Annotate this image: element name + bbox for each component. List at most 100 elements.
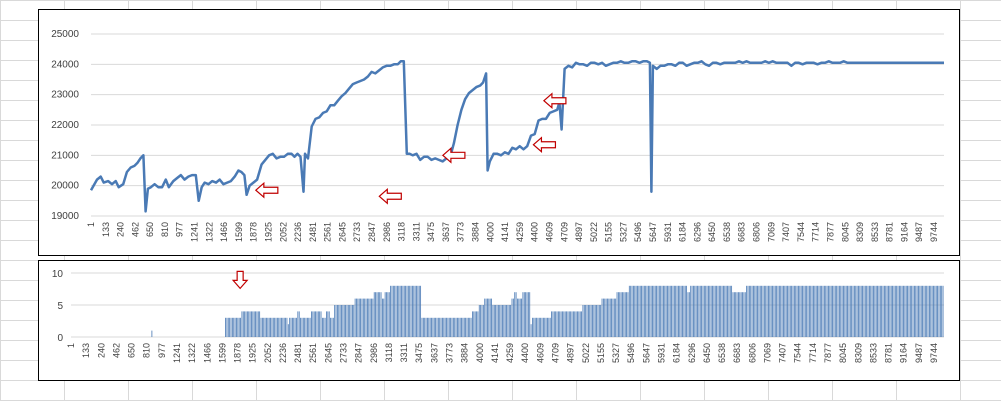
- x-tick-label: 7069: [766, 222, 776, 242]
- bar: [642, 285, 644, 337]
- x-tick-label: 5327: [618, 222, 628, 242]
- bar: [514, 292, 516, 337]
- bar: [592, 305, 593, 337]
- bar: [398, 285, 400, 337]
- y-tick-label: 0: [57, 333, 63, 344]
- x-tick-label: 7877: [825, 222, 835, 242]
- bar: [631, 285, 633, 337]
- bar: [461, 317, 462, 337]
- bar: [708, 285, 709, 337]
- bar: [527, 292, 529, 337]
- bar: [271, 317, 273, 337]
- bar: [401, 285, 402, 337]
- bar: [259, 311, 261, 337]
- x-tick-label: 2645: [323, 343, 333, 363]
- bar: [421, 317, 423, 337]
- bar: [904, 285, 906, 337]
- bar: [308, 317, 310, 337]
- bar: [877, 285, 878, 337]
- bar: [497, 305, 499, 337]
- bar: [926, 285, 928, 337]
- x-tick-label: 2733: [352, 222, 362, 242]
- bar: [413, 285, 415, 337]
- bar: [705, 285, 707, 337]
- bar: [669, 285, 671, 337]
- bar: [724, 285, 726, 337]
- bar: [815, 285, 817, 337]
- bar: [713, 285, 715, 337]
- bar: [736, 292, 738, 337]
- x-tick-label: 3637: [441, 222, 451, 242]
- x-tick-label: 810: [160, 222, 170, 237]
- down-arrow-icon: [231, 270, 249, 290]
- bar: [305, 317, 307, 337]
- bar: [859, 285, 861, 337]
- bar: [611, 298, 612, 337]
- x-tick-label: 7407: [778, 343, 788, 363]
- bar: [470, 317, 472, 337]
- bar: [699, 285, 701, 337]
- bar: [276, 317, 278, 337]
- bar: [297, 311, 299, 337]
- bar: [336, 305, 338, 337]
- x-tick-label: 2847: [354, 343, 364, 363]
- bar: [656, 285, 657, 337]
- bar: [673, 285, 675, 337]
- bar: [710, 285, 712, 337]
- bar: [311, 311, 312, 337]
- bar: [941, 285, 943, 337]
- bar: [537, 317, 539, 337]
- x-tick-label: 1322: [204, 222, 214, 242]
- bar: [229, 317, 231, 337]
- bar: [894, 285, 896, 337]
- bar: [594, 305, 596, 337]
- bar: [226, 317, 228, 337]
- bar: [784, 285, 786, 337]
- x-tick-label: 5496: [626, 343, 636, 363]
- bar: [345, 305, 346, 337]
- x-tick-label: 977: [157, 343, 167, 358]
- bar: [619, 292, 621, 337]
- bar: [375, 292, 377, 337]
- x-tick-label: 4400: [520, 343, 530, 363]
- bar: [923, 285, 925, 337]
- bar: [867, 285, 869, 337]
- bar: [810, 285, 812, 337]
- bar: [802, 285, 803, 337]
- bar: [661, 285, 663, 337]
- bar: [680, 285, 682, 337]
- bar: [905, 285, 907, 337]
- bar: [695, 285, 697, 337]
- bar: [653, 285, 655, 337]
- bar: [519, 298, 521, 337]
- bar: [574, 311, 576, 337]
- bar: [912, 285, 914, 337]
- x-tick-label: 3475: [426, 222, 436, 242]
- x-tick-label: 9487: [914, 222, 924, 242]
- bar: [255, 311, 256, 337]
- x-tick-label: 1925: [263, 222, 273, 242]
- x-tick-label: 240: [96, 343, 106, 358]
- bar: [274, 317, 276, 337]
- bar: [244, 311, 246, 337]
- bar: [683, 285, 685, 337]
- bar: [382, 298, 383, 337]
- bar: [312, 311, 314, 337]
- bar: [556, 311, 558, 337]
- bar: [231, 317, 233, 337]
- bar: [811, 285, 813, 337]
- bar: [328, 311, 330, 337]
- bar: [795, 285, 797, 337]
- bar: [560, 311, 562, 337]
- x-tick-label: 5022: [589, 222, 599, 242]
- bar: [840, 285, 842, 337]
- bar: [658, 285, 660, 337]
- bar: [350, 305, 352, 337]
- bar: [875, 285, 877, 337]
- bar: [500, 305, 502, 337]
- bar: [306, 317, 308, 337]
- bar: [237, 317, 239, 337]
- bar: [612, 298, 614, 337]
- bar: [365, 298, 367, 337]
- bar: [313, 311, 315, 337]
